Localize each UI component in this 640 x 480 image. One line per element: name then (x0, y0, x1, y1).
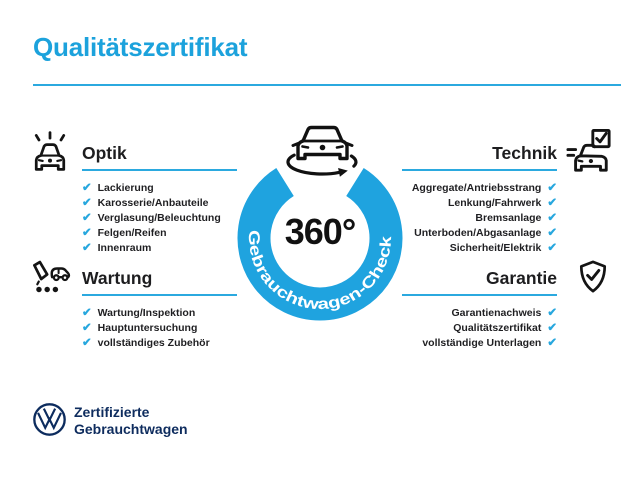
pen-car-inspection-icon (27, 258, 71, 300)
checklist-item-label: Unterboden/Abgasanlage (414, 227, 542, 239)
check-icon: ✔ (82, 337, 92, 349)
checklist-item: ✔ Unterboden/Abgasanlage (402, 225, 557, 240)
checklist-item: ✔ Lackierung (82, 180, 237, 195)
check-icon: ✔ (82, 307, 92, 319)
car-front-rotation-icon (291, 125, 354, 161)
check-icon: ✔ (82, 227, 92, 239)
checklist-item-label: vollständiges Zubehör (97, 337, 210, 349)
360-check-ring-graphic: 360° Gebrauchtwagen-Check (237, 125, 403, 321)
checklist-item-label: Bremsanlage (475, 212, 542, 224)
section-wartung-list: ✔ Wartung/Inspektion ✔ Hauptuntersuchung… (82, 305, 237, 350)
checklist-item-label: Garantienachweis (451, 307, 542, 319)
check-icon: ✔ (82, 212, 92, 224)
degree-label: 360° (285, 211, 355, 252)
section-optik-divider (82, 169, 237, 171)
checklist-item: ✔ vollständige Unterlagen (402, 335, 557, 350)
checklist-item-label: Verglasung/Beleuchtung (97, 212, 221, 224)
section-technik-heading: Technik (492, 143, 557, 163)
checklist-item-label: Sicherheit/Elektrik (449, 242, 542, 254)
check-icon: ✔ (547, 227, 557, 239)
checklist-item: ✔ Karosserie/Anbauteile (82, 195, 237, 210)
checklist-item-label: vollständige Unterlagen (422, 337, 542, 349)
checklist-item: ✔ Wartung/Inspektion (82, 305, 237, 320)
checklist-item-label: Felgen/Reifen (97, 227, 167, 239)
brand-line-2: Gebrauchtwagen (74, 421, 188, 437)
check-icon: ✔ (547, 242, 557, 254)
check-icon: ✔ (82, 182, 92, 194)
checklist-item: ✔ Lenkung/Fahrwerk (402, 195, 557, 210)
rotation-arrow-front (286, 153, 348, 177)
checklist-item: ✔ Qualitätszertifikat (402, 320, 557, 335)
header-divider (33, 84, 621, 86)
section-garantie-divider (402, 294, 557, 296)
section-technik-list: ✔ Aggregate/Antriebsstrang ✔ Lenkung/Fah… (402, 180, 557, 255)
brand-line-1: Zertifizierte (74, 404, 150, 420)
checklist-item-label: Innenraum (97, 242, 152, 254)
section-technik-divider (402, 169, 557, 171)
ring-shape (237, 168, 403, 321)
checklist-item: ✔ Sicherheit/Elektrik (402, 240, 557, 255)
car-checklist-icon-svg (566, 128, 611, 172)
check-icon: ✔ (82, 322, 92, 334)
section-garantie: Garantie ✔ Garantienachweis ✔ Qualitätsz… (402, 268, 557, 350)
checklist-item: ✔ Aggregate/Antriebsstrang (402, 180, 557, 195)
section-wartung-heading: Wartung (82, 268, 153, 288)
checklist-item: ✔ Felgen/Reifen (82, 225, 237, 240)
rotation-arrow-icon (349, 154, 358, 168)
vw-logo-svg (33, 403, 66, 436)
section-garantie-heading: Garantie (486, 268, 557, 288)
checklist-item: ✔ Hauptuntersuchung (82, 320, 237, 335)
section-wartung: Wartung ✔ Wartung/Inspektion ✔ Hauptunte… (82, 268, 237, 350)
check-icon: ✔ (82, 197, 92, 209)
car-shine-icon-svg (34, 131, 66, 171)
page-title: Qualitätszertifikat (33, 32, 248, 62)
vw-logo (32, 402, 67, 437)
section-optik-heading: Optik (82, 143, 127, 163)
checklist-item-label: Wartung/Inspektion (97, 307, 196, 319)
check-icon: ✔ (547, 307, 557, 319)
checklist-item: ✔ Bremsanlage (402, 210, 557, 225)
check-icon: ✔ (547, 322, 557, 334)
checklist-item: ✔ Garantienachweis (402, 305, 557, 320)
section-optik: Optik ✔ Lackierung ✔ Karosserie/Anbautei… (82, 143, 237, 255)
checklist-item-label: Qualitätszertifikat (453, 322, 542, 334)
shield-check-icon (575, 259, 611, 299)
section-garantie-list: ✔ Garantienachweis ✔ Qualitätszertifikat… (402, 305, 557, 350)
check-icon: ✔ (547, 197, 557, 209)
check-icon: ✔ (82, 242, 92, 254)
checklist-item-label: Lenkung/Fahrwerk (448, 197, 542, 209)
car-shine-icon (28, 129, 72, 173)
checklist-item: ✔ Verglasung/Beleuchtung (82, 210, 237, 225)
checklist-item-label: Karosserie/Anbauteile (97, 197, 209, 209)
checklist-item: ✔ vollständiges Zubehör (82, 335, 237, 350)
checklist-item-label: Aggregate/Antriebsstrang (411, 182, 542, 194)
check-icon: ✔ (547, 182, 557, 194)
section-wartung-divider (82, 294, 237, 296)
section-optik-list: ✔ Lackierung ✔ Karosserie/Anbauteile ✔ V… (82, 180, 237, 255)
checklist-item: ✔ Innenraum (82, 240, 237, 255)
pen-car-inspection-icon-svg (33, 260, 71, 293)
shield-check-icon-svg (579, 260, 607, 293)
checklist-item-label: Hauptuntersuchung (97, 322, 198, 334)
check-icon: ✔ (547, 337, 557, 349)
checklist-item-label: Lackierung (97, 182, 154, 194)
brand-text: Zertifizierte Gebrauchtwagen (74, 404, 188, 438)
section-technik: Technik ✔ Aggregate/Antriebsstrang ✔ Len… (402, 143, 557, 255)
car-checklist-icon (566, 128, 612, 174)
check-icon: ✔ (547, 212, 557, 224)
